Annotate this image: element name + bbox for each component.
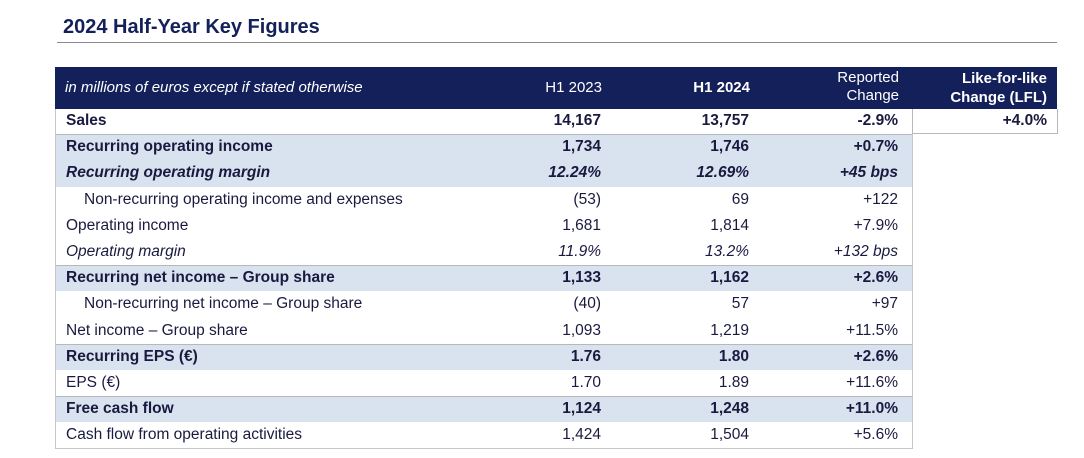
row-label: Recurring operating income [66,138,273,156]
table-header: in millions of euros except if stated ot… [55,67,913,109]
h1-2023-value: 1,424 [562,426,601,444]
table-body: Sales 14,167 13,757 -2.9% Recurring oper… [55,109,913,450]
header-lfl-change: Like-for-like Change (LFL) [913,67,1057,109]
reported-change-value: +2.6% [853,347,898,365]
h1-2024-value: 12.69% [696,164,749,182]
h1-2024-value: 1,504 [710,426,749,444]
h1-2024-value: 1,219 [710,321,749,339]
row-label: Net income – Group share [66,321,248,339]
table-row-recurring-eps: Recurring EPS (€) 1.76 1.80 +2.6% [56,343,912,370]
table-row-free-cash-flow: Free cash flow 1,124 1,248 +11.0% [56,396,912,423]
h1-2024-value: 57 [731,295,749,313]
reported-change-value: +122 [863,190,898,208]
h1-2024-value: 1.89 [718,373,749,391]
row-label: Non-recurring operating income and expen… [84,190,403,208]
h1-2023-value: 11.9% [558,242,601,260]
h1-2024-value: 1,248 [710,400,749,418]
h1-2024-value: 13.2% [705,242,749,260]
table-row-eps: EPS (€) 1.70 1.89 +11.6% [56,370,912,396]
header-h1-2023: H1 2023 [545,79,602,96]
h1-2024-value: 1,814 [710,216,749,234]
reported-change-value: +97 [871,295,898,313]
h1-2023-value: (40) [573,295,601,313]
row-label: Non-recurring net income – Group share [84,295,363,313]
table-row-sales: Sales 14,167 13,757 -2.9% [56,109,912,135]
reported-change-value: -2.9% [857,112,899,129]
h1-2023-value: 12.24% [548,164,601,182]
reported-change-value: +5.6% [853,426,898,444]
table-row-operating-income: Operating income 1,681 1,814 +7.9% [56,213,912,239]
header-reported-line1: Reported [837,69,899,86]
reported-change-value: +132 bps [833,242,898,260]
table-row-non-recurring-net-income: Non-recurring net income – Group share (… [56,291,912,317]
reported-change-value: +45 bps [839,164,898,182]
row-label: Operating income [66,216,189,234]
header-lfl-line2: Change (LFL) [950,89,1047,106]
lfl-sales-value: +4.0% [1002,112,1047,129]
h1-2023-value: 1,093 [562,321,601,339]
h1-2023-value: 1,681 [562,216,601,234]
header-reported-line2: Change [846,87,899,104]
table-row-operating-cash-flow: Cash flow from operating activities 1,42… [56,422,912,448]
reported-change-value: +7.9% [853,216,898,234]
reported-change-value: +2.6% [853,269,898,287]
h1-2023-value: (53) [573,190,601,208]
h1-2023-value: 1.70 [570,373,601,391]
h1-2024-value: 1,162 [710,269,749,287]
h1-2023-value: 1,133 [562,269,601,287]
h1-2024-value: 69 [731,190,749,208]
row-label: Recurring EPS (€) [66,347,198,365]
table-row-recurring-net-income: Recurring net income – Group share 1,133… [56,265,912,292]
table-row-recurring-operating-income: Recurring operating income 1,734 1,746 +… [56,134,912,161]
header-lfl-line1: Like-for-like [961,70,1047,87]
h1-2023-value: 14,167 [553,112,601,129]
units-label: in millions of euros except if stated ot… [65,79,363,96]
row-label: Operating margin [66,242,186,260]
table-row-net-income: Net income – Group share 1,093 1,219 +11… [56,318,912,344]
header-h1-2024: H1 2024 [693,79,750,96]
page-title: 2024 Half-Year Key Figures [63,16,320,38]
table-row-recurring-operating-margin: Recurring operating margin 12.24% 12.69%… [56,160,912,187]
h1-2024-value: 13,757 [701,112,749,129]
row-label: Recurring net income – Group share [66,269,335,287]
reported-change-value: +0.7% [853,138,898,156]
row-label: Cash flow from operating activities [66,426,303,444]
reported-change-value: +11.5% [846,321,898,339]
h1-2023-value: 1.76 [570,347,601,365]
h1-2023-value: 1,734 [562,138,601,156]
row-label: EPS (€) [66,373,121,391]
header-reported-change: Reported Change [789,69,899,105]
table-row-operating-margin: Operating margin 11.9% 13.2% +132 bps [56,239,912,265]
table-row-non-recurring-operating: Non-recurring operating income and expen… [56,187,912,213]
lfl-sales-cell: +4.0% [912,109,1058,134]
reported-change-value: +11.6% [846,373,898,391]
reported-change-value: +11.0% [845,400,898,418]
h1-2023-value: 1,124 [562,400,601,418]
row-label: Free cash flow [66,400,174,418]
row-label: Sales [66,112,107,129]
h1-2024-value: 1,746 [710,138,749,156]
h1-2024-value: 1.80 [718,347,749,365]
row-label: Recurring operating margin [66,164,271,182]
title-divider [57,42,1057,43]
